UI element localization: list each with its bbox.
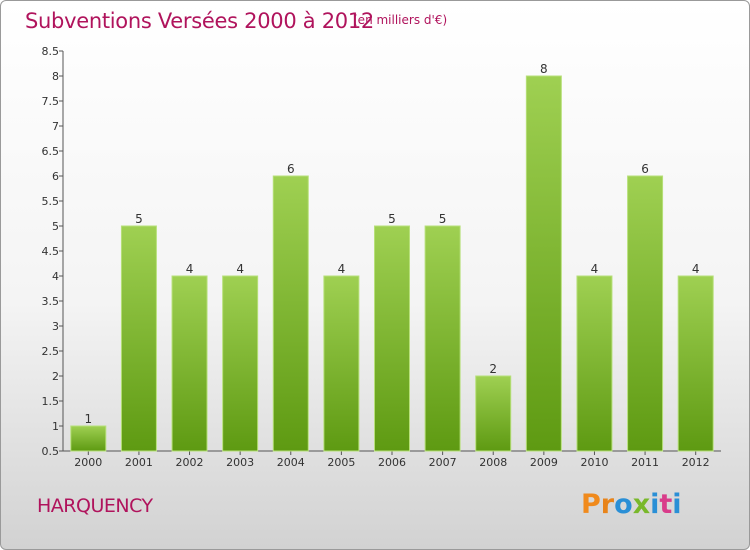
data-label: 4 [591, 262, 599, 276]
y-tick-label: 1.5 [42, 395, 60, 408]
bar [374, 225, 410, 452]
y-tick-label: 5 [52, 220, 59, 233]
x-tick-label: 2003 [226, 456, 254, 469]
data-label: 2 [489, 362, 497, 376]
data-label: 5 [439, 212, 447, 226]
bar [627, 175, 664, 452]
chart-labels: 1 2000 5 2001 4 2002 4 2003 6 2004 4 2005 5 2006 5 2007… [74, 62, 709, 469]
x-tick-label: 2005 [327, 456, 355, 469]
y-tick-label: 5.5 [42, 195, 60, 208]
data-label: 6 [287, 162, 295, 176]
x-tick-label: 2007 [429, 456, 457, 469]
bar [424, 225, 461, 452]
data-label: 4 [236, 262, 244, 276]
logo-letter: r [600, 489, 615, 520]
x-tick-label: 2006 [378, 456, 406, 469]
x-tick-label: 2011 [631, 456, 659, 469]
bar [475, 375, 512, 452]
bar [525, 75, 562, 452]
x-tick-label: 2004 [277, 456, 305, 469]
data-label: 5 [135, 212, 143, 226]
y-tick-label: 6 [52, 170, 59, 183]
bar [272, 175, 309, 452]
x-tick-label: 2001 [125, 456, 153, 469]
logo-letter: i [672, 489, 682, 520]
bar [677, 275, 714, 452]
y-tick-label: 4 [52, 270, 59, 283]
y-tick-label: 1 [52, 420, 59, 433]
proxiti-logo: Proxiti [581, 489, 682, 520]
x-tick-label: 2008 [479, 456, 507, 469]
y-tick-label: 7.5 [42, 95, 60, 108]
logo-letter: P [581, 489, 601, 520]
bar [222, 275, 259, 452]
y-tick-label: 0.5 [42, 445, 60, 458]
y-tick-label: 6.5 [42, 145, 60, 158]
data-label: 5 [388, 212, 396, 226]
x-tick-label: 2010 [580, 456, 608, 469]
data-label: 8 [540, 62, 548, 76]
bar [70, 425, 107, 452]
logo-letter: o [614, 489, 633, 520]
data-label: 1 [84, 412, 92, 426]
data-label: 6 [641, 162, 649, 176]
chart-subtitle: (en milliers d'€) [353, 13, 448, 27]
bar [120, 225, 157, 452]
logo-letter: t [659, 489, 673, 520]
bar [323, 275, 360, 452]
logo-letter: i [650, 489, 660, 520]
y-tick-label: 3 [52, 320, 59, 333]
data-label: 4 [186, 262, 194, 276]
y-tick-label: 7 [52, 120, 59, 133]
logo-letter: x [632, 489, 651, 520]
y-tick-label: 2 [52, 370, 59, 383]
data-label: 4 [692, 262, 700, 276]
chart-title: Subventions Versées 2000 à 2012 [25, 9, 374, 33]
place-name: HARQUENCY [37, 495, 153, 517]
data-label: 4 [338, 262, 346, 276]
x-tick-label: 2009 [530, 456, 558, 469]
bar [171, 275, 208, 452]
x-tick-label: 2002 [176, 456, 204, 469]
y-tick-label: 2.5 [42, 345, 60, 358]
x-tick-label: 2000 [74, 456, 102, 469]
y-tick-label: 8.5 [42, 45, 60, 58]
y-tick-label: 4.5 [42, 245, 60, 258]
x-tick-label: 2012 [682, 456, 710, 469]
chart-bars [70, 75, 714, 452]
y-tick-label: 3.5 [42, 295, 60, 308]
bar [576, 275, 613, 452]
y-tick-label: 8 [52, 70, 59, 83]
